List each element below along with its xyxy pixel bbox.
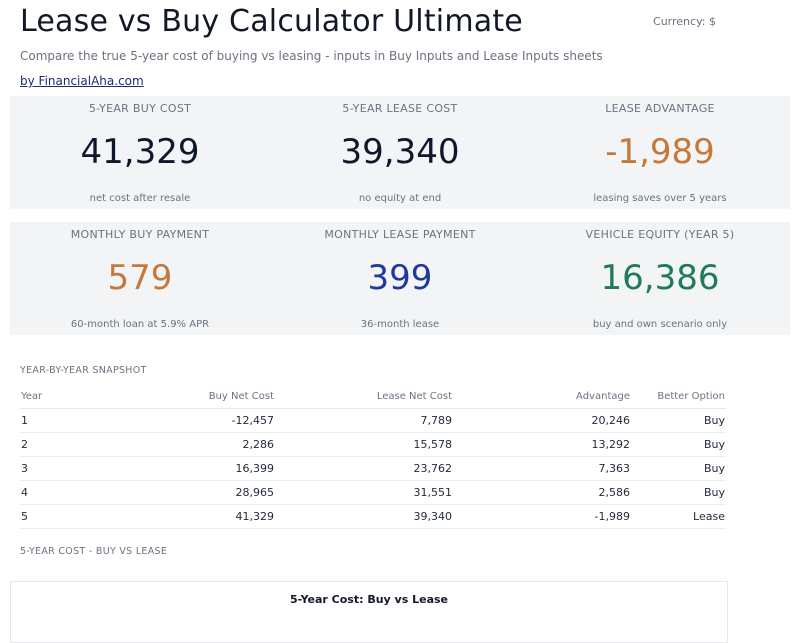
kpi-note: 60-month loan at 5.9% APR	[70, 319, 210, 330]
kpi-value: -1,989	[605, 132, 715, 172]
cell-buy: -12,457	[100, 408, 275, 433]
cell-advantage: 20,246	[453, 408, 631, 433]
kpi-value: 579	[107, 258, 173, 298]
cell-buy: 28,965	[100, 480, 275, 505]
cell-lease: 15,578	[275, 432, 453, 457]
kpi-label: MONTHLY BUY PAYMENT	[70, 228, 210, 241]
kpi-buy-cost: 5-YEAR BUY COST 41,329 net cost after re…	[10, 96, 270, 209]
cost-chart-card: 5-Year Cost: Buy vs Lease	[10, 581, 728, 643]
kpi-vehicle-equity: VEHICLE EQUITY (YEAR 5) 16,386 buy and o…	[530, 222, 790, 335]
kpi-label: LEASE ADVANTAGE	[605, 102, 715, 115]
column-header-better: Better Option	[631, 385, 726, 409]
kpi-note: no equity at end	[358, 193, 442, 204]
cell-better: Lease	[631, 504, 726, 529]
cell-better: Buy	[631, 480, 726, 505]
kpi-lease-advantage: LEASE ADVANTAGE -1,989 leasing saves ove…	[530, 96, 790, 209]
kpi-note: buy and own scenario only	[592, 319, 728, 330]
table-row: 2 2,286 15,578 13,292 Buy	[20, 432, 726, 457]
kpi-lease-cost: 5-YEAR LEASE COST 39,340 no equity at en…	[270, 96, 530, 209]
currency-label: Currency: $	[653, 15, 716, 28]
kpi-monthly-lease: MONTHLY LEASE PAYMENT 399 36-month lease	[270, 222, 530, 335]
chart-title: 5-Year Cost: Buy vs Lease	[289, 593, 449, 606]
cell-advantage: 7,363	[453, 456, 631, 481]
snapshot-table: Year Buy Net Cost Lease Net Cost Advanta…	[20, 385, 726, 529]
page-title: Lease vs Buy Calculator Ultimate	[20, 4, 523, 39]
kpi-row-costs: 5-YEAR BUY COST 41,329 net cost after re…	[10, 96, 790, 209]
kpi-label: MONTHLY LEASE PAYMENT	[324, 228, 476, 241]
snapshot-section-label: YEAR-BY-YEAR SNAPSHOT	[20, 365, 147, 376]
cell-year: 4	[20, 480, 100, 505]
kpi-note: leasing saves over 5 years	[593, 193, 727, 204]
cell-year: 5	[20, 504, 100, 529]
kpi-label: VEHICLE EQUITY (YEAR 5)	[585, 228, 735, 241]
cell-buy: 16,399	[100, 456, 275, 481]
cell-lease: 39,340	[275, 504, 453, 529]
kpi-note: net cost after resale	[89, 193, 191, 204]
cell-advantage: -1,989	[453, 504, 631, 529]
cell-buy: 2,286	[100, 432, 275, 457]
table-header-row: Year Buy Net Cost Lease Net Cost Advanta…	[20, 385, 726, 409]
kpi-monthly-buy: MONTHLY BUY PAYMENT 579 60-month loan at…	[10, 222, 270, 335]
chart-section-label: 5-YEAR COST - BUY VS LEASE	[20, 546, 168, 557]
cell-year: 3	[20, 456, 100, 481]
table-row: 5 41,329 39,340 -1,989 Lease	[20, 504, 726, 529]
kpi-value: 16,386	[600, 258, 720, 298]
cell-better: Buy	[631, 408, 726, 433]
cell-year: 2	[20, 432, 100, 457]
column-header-buy: Buy Net Cost	[100, 385, 275, 409]
table-row: 1 -12,457 7,789 20,246 Buy	[20, 408, 726, 433]
column-header-advantage: Advantage	[453, 385, 631, 409]
column-header-year: Year	[20, 385, 100, 409]
kpi-label: 5-YEAR BUY COST	[88, 102, 192, 115]
kpi-value: 41,329	[80, 132, 200, 172]
cell-lease: 7,789	[275, 408, 453, 433]
cell-lease: 23,762	[275, 456, 453, 481]
kpi-value: 39,340	[340, 132, 460, 172]
table-row: 3 16,399 23,762 7,363 Buy	[20, 456, 726, 481]
column-header-lease: Lease Net Cost	[275, 385, 453, 409]
cell-advantage: 2,586	[453, 480, 631, 505]
kpi-label: 5-YEAR LEASE COST	[342, 102, 458, 115]
brand-link[interactable]: by FinancialAha.com	[20, 74, 144, 88]
cell-buy: 41,329	[100, 504, 275, 529]
cell-better: Buy	[631, 432, 726, 457]
cell-lease: 31,551	[275, 480, 453, 505]
cell-better: Buy	[631, 456, 726, 481]
kpi-row-payments: MONTHLY BUY PAYMENT 579 60-month loan at…	[10, 222, 790, 335]
cell-advantage: 13,292	[453, 432, 631, 457]
kpi-value: 399	[367, 258, 433, 298]
table-row: 4 28,965 31,551 2,586 Buy	[20, 480, 726, 505]
page-subtitle: Compare the true 5-year cost of buying v…	[20, 49, 603, 63]
cell-year: 1	[20, 408, 100, 433]
kpi-note: 36-month lease	[360, 319, 440, 330]
